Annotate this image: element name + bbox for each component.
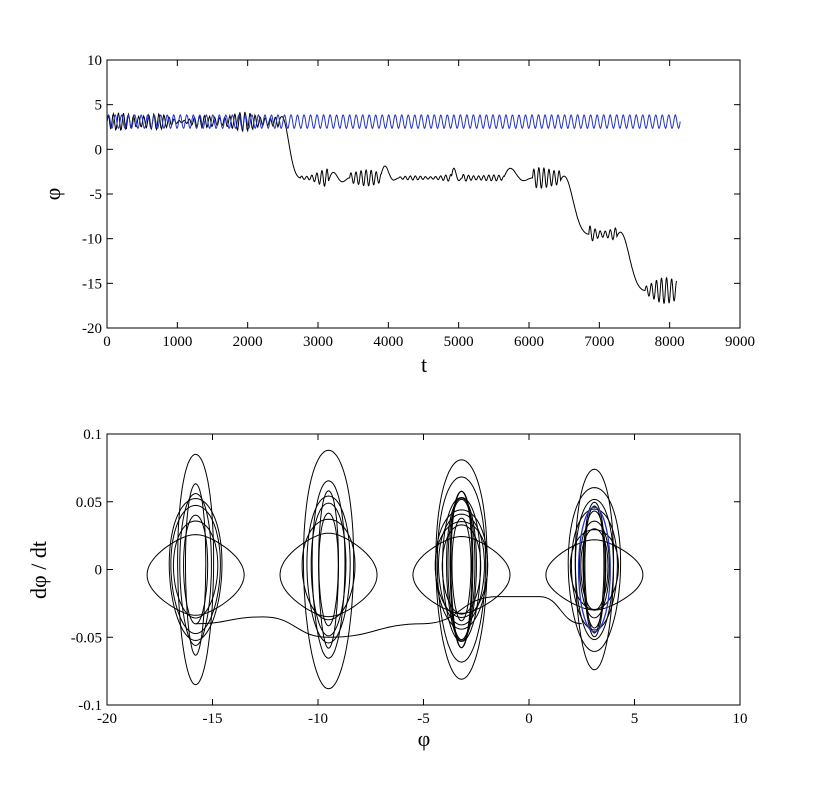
- phase-orbit-line: [170, 504, 221, 635]
- time-series-plot: 0 1000 2000 3000 4000 5000 6000 7000 8000 9000 10 5…: [40, 53, 755, 377]
- phase-orbit-line: [574, 498, 614, 641]
- phase-orbit-line: [318, 512, 339, 627]
- phase-orbit-line: [582, 510, 607, 629]
- phase-orbit-line: [441, 524, 482, 615]
- phase-orbit-line: [445, 497, 477, 642]
- bottom-xlabel: φ: [418, 726, 431, 751]
- phase-orbit-line: [185, 483, 207, 656]
- phase-orbit-line: [183, 514, 209, 625]
- top-xtick-label: 7000: [584, 334, 614, 350]
- bottom-xtick-label: -15: [203, 711, 223, 727]
- bottom-ytick-label: 0.05: [76, 495, 102, 511]
- bottom-xtick-label: -10: [308, 711, 328, 727]
- phase-orbit-line: [580, 528, 609, 611]
- phase-transition-path: [195, 596, 582, 638]
- top-xtick-label: 0: [103, 334, 111, 350]
- phase-orbit-line: [310, 502, 347, 637]
- phase-excursion-line: [279, 532, 378, 618]
- top-xtick-label: 9000: [725, 334, 755, 350]
- top-xlabel: t: [421, 352, 427, 377]
- top-ticks: 0 1000 2000 3000 4000 5000 6000 7000 8000 9000 10 5…: [82, 53, 755, 350]
- time-series-lines: [106, 111, 681, 305]
- top-ytick-label: 10: [87, 53, 102, 69]
- bottom-ytick-label: 0: [95, 563, 103, 579]
- phase-orbit-line: [302, 449, 355, 690]
- phase-space-lines: [146, 449, 644, 690]
- top-ytick-label: 5: [95, 98, 103, 114]
- phase-reference-ellipse: [577, 506, 611, 633]
- top-ytick-label: -10: [82, 232, 102, 248]
- phase-excursion-line: [146, 534, 245, 616]
- phase-orbit-line: [584, 505, 605, 634]
- phase-orbit-line: [306, 495, 351, 644]
- top-xtick-label: 2000: [233, 334, 263, 350]
- phase-orbit-line: [436, 476, 487, 663]
- bottom-xtick-label: -5: [417, 711, 430, 727]
- phi-trajectory-line: [106, 111, 678, 305]
- top-ytick-label: -20: [82, 321, 102, 337]
- bottom-xtick-label: 5: [631, 711, 639, 727]
- phase-orbit-line: [177, 453, 215, 686]
- top-ylabel: φ: [40, 188, 65, 201]
- bottom-ytick-label: -0.1: [78, 698, 102, 714]
- phase-space-plot: -20 -15 -10 -5 0 5 10 0.1 0.05 0 -0.05 -0.1 φ dφ / …: [26, 427, 748, 751]
- top-ytick-label: -5: [90, 187, 103, 203]
- bottom-xtick-label: 0: [525, 711, 533, 727]
- phase-orbit-line: [179, 492, 212, 647]
- phase-orbit-line: [168, 497, 223, 642]
- bottom-ticks: -20 -15 -10 -5 0 5 10 0.1 0.05 0 -0.05 -0.1: [71, 427, 748, 727]
- bottom-ylabel: dφ / dt: [26, 541, 51, 599]
- top-ytick-label: 0: [95, 142, 103, 158]
- phi-reference-line: [106, 114, 681, 130]
- phase-orbit-line: [311, 480, 346, 659]
- phase-excursion-line: [412, 535, 511, 614]
- top-xtick-label: 4000: [373, 334, 403, 350]
- bottom-xtick-label: 10: [733, 711, 748, 727]
- phase-orbit-line: [451, 517, 472, 622]
- top-xtick-label: 5000: [444, 334, 474, 350]
- top-xtick-label: 3000: [303, 334, 333, 350]
- phase-orbit-line: [172, 520, 219, 619]
- top-xtick-label: 1000: [162, 334, 192, 350]
- top-xtick-label: 8000: [655, 334, 685, 350]
- phase-orbit-line: [434, 509, 489, 630]
- top-xtick-label: 6000: [514, 334, 544, 350]
- bottom-ytick-label: 0.1: [83, 427, 102, 443]
- phase-orbit-line: [567, 487, 622, 652]
- top-ytick-label: -15: [82, 276, 102, 292]
- phase-excursion-line: [545, 539, 644, 611]
- phase-orbit-line: [570, 508, 618, 631]
- bottom-ytick-label: -0.05: [71, 630, 102, 646]
- bottom-xtick-label: -20: [97, 711, 117, 727]
